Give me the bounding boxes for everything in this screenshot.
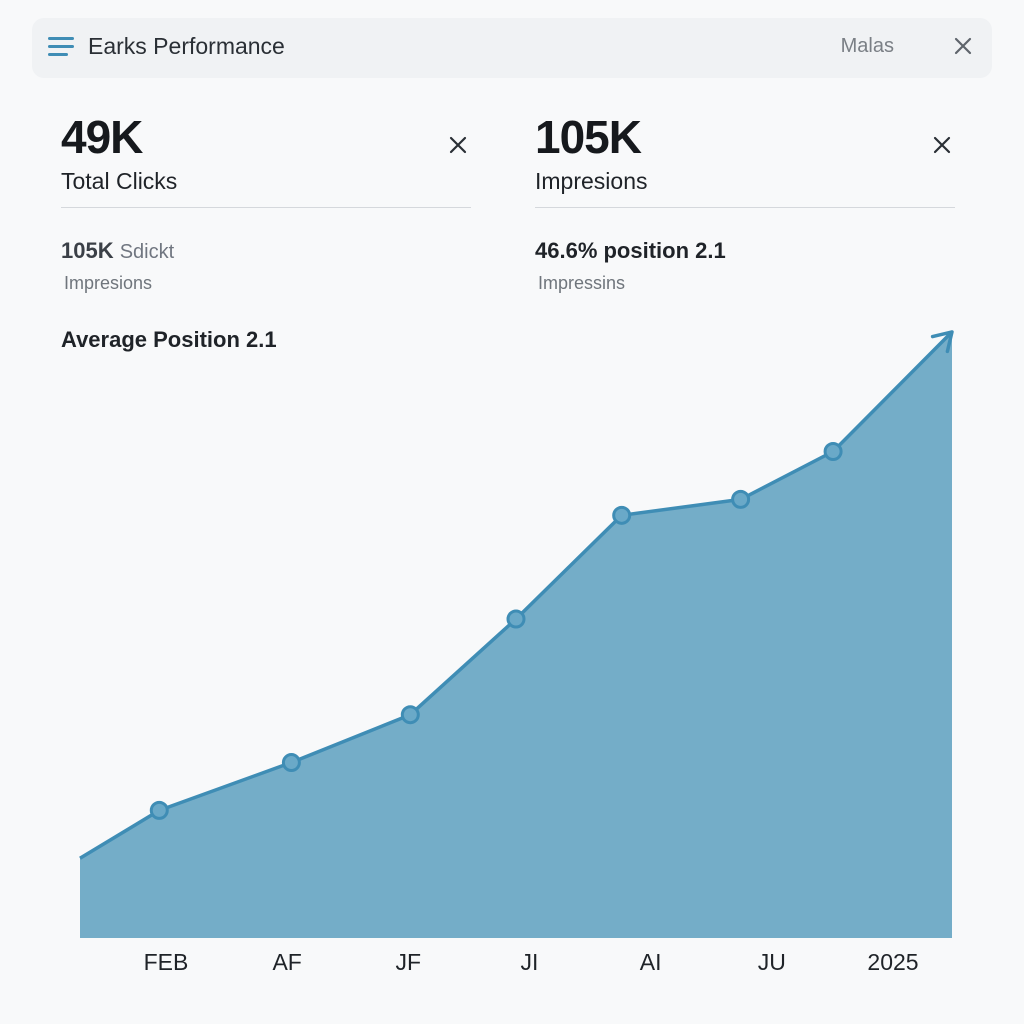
data-point-marker[interactable] — [400, 705, 420, 725]
header-bar: Earks Performance Malas — [32, 18, 992, 78]
trend-arrow-icon — [930, 330, 954, 354]
x-tick-label: JF — [396, 949, 422, 975]
data-point-marker[interactable] — [281, 753, 301, 773]
x-tick-label: JI — [521, 949, 539, 975]
data-point-marker[interactable] — [823, 442, 843, 462]
secondary-metric-label: Impresions — [64, 273, 153, 293]
x-tick-label: FEB — [144, 949, 189, 975]
close-icon[interactable] — [929, 132, 955, 158]
data-point-marker[interactable] — [149, 800, 169, 820]
menu-icon[interactable] — [48, 37, 74, 59]
impressions-value: 105K — [535, 111, 642, 163]
data-point-marker[interactable] — [612, 505, 632, 525]
x-tick-label: AI — [640, 949, 662, 975]
x-tick-label: 2025 — [867, 949, 918, 975]
header-menu-label[interactable]: Malas — [840, 35, 894, 57]
impressions-label: Impresions — [535, 168, 648, 194]
x-tick-label: AF — [272, 949, 301, 975]
secondary-metric-suffix: Sdickt — [119, 241, 175, 263]
secondary-metric: 105K Sdickt — [61, 238, 174, 264]
position-metric-label: Impressins — [538, 273, 626, 293]
average-position: Average Position 2.1 — [61, 327, 277, 352]
secondary-metric-value: 105K — [61, 238, 114, 263]
data-point-marker[interactable] — [506, 609, 526, 629]
data-point-marker[interactable] — [731, 489, 751, 509]
total-clicks-label: Total Clicks — [61, 168, 178, 194]
card-divider — [535, 207, 955, 208]
card-divider — [61, 207, 471, 208]
close-icon[interactable] — [948, 31, 978, 61]
total-clicks-value: 49K — [61, 111, 143, 163]
chart-area-fill — [80, 331, 952, 938]
page-title: Earks Performance — [88, 33, 285, 59]
position-metric: 46.6% position 2.1 — [535, 238, 726, 263]
x-tick-label: JU — [758, 949, 786, 975]
close-icon[interactable] — [445, 132, 471, 158]
